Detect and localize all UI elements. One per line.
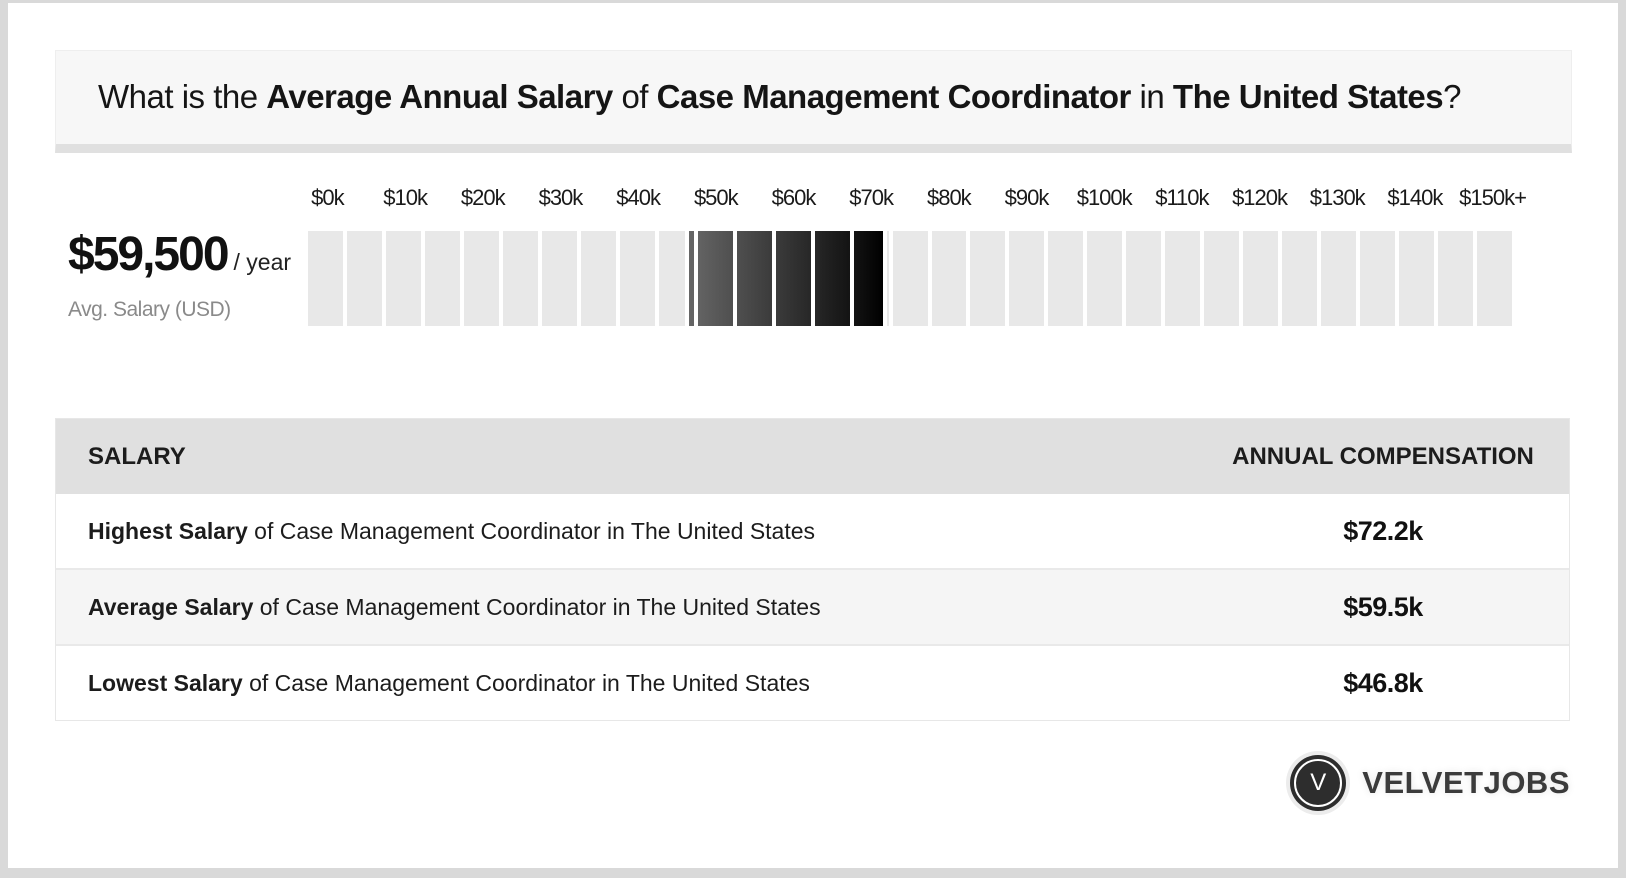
main-card: What is the Average Annual Salary of Cas… <box>8 3 1618 868</box>
axis-tick-label: $70k <box>849 185 894 210</box>
salary-table: SALARY ANNUAL COMPENSATION Highest Salar… <box>55 418 1570 721</box>
scale-segment <box>1165 231 1201 326</box>
scale-segment <box>1009 231 1045 326</box>
scale-segment <box>619 231 655 326</box>
axis-tick-label: $110k <box>1155 185 1209 210</box>
scale-segment <box>892 231 928 326</box>
scale-segment <box>1126 231 1162 326</box>
average-salary-amount-row: $59,500/ year <box>68 227 303 282</box>
scale-segment <box>1048 231 1084 326</box>
scale-segment <box>424 231 460 326</box>
axis-labels: $0k $10k $20k $30k $40k $50k $60k $70k $80k $90k $… <box>308 185 1527 215</box>
salary-scale-bar <box>308 231 1513 326</box>
scale-segment <box>1360 231 1396 326</box>
velvetjobs-logo[interactable]: V VELVETJOBS <box>1290 755 1570 811</box>
table-header-row: SALARY ANNUAL COMPENSATION <box>56 419 1569 494</box>
scale-segment <box>697 231 733 326</box>
row-value: $46.8k <box>1343 667 1423 698</box>
row-label: Lowest Salary of Case Management Coordin… <box>88 669 810 696</box>
axis-tick-label: $50k <box>693 185 739 210</box>
axis-tick-label: $130k <box>1309 185 1366 210</box>
row-label: Average Salary of Case Management Coordi… <box>88 593 821 620</box>
salary-scale-chart: $0k $10k $20k $30k $40k $50k $60k $70k $80k $90k $… <box>308 185 1527 506</box>
scale-segment-part <box>689 231 694 326</box>
column-header-annual-compensation: ANNUAL COMPENSATION <box>1232 442 1534 470</box>
question-header-card: What is the Average Annual Salary of Cas… <box>55 50 1572 153</box>
row-value: $72.2k <box>1343 515 1423 546</box>
axis-tick-label: $10k <box>383 185 428 210</box>
scale-segment <box>1399 231 1435 326</box>
axis-tick-label: $100k <box>1076 185 1133 210</box>
brand-name: VELVETJOBS <box>1362 765 1570 800</box>
scale-segment-part <box>658 231 686 326</box>
scale-segment <box>1438 231 1474 326</box>
scale-segment <box>1204 231 1240 326</box>
scale-segment <box>1087 231 1123 326</box>
table-row: Average Salary of Case Management Coordi… <box>56 568 1569 644</box>
axis-tick-label: $0k <box>311 185 344 210</box>
scale-segment <box>463 231 499 326</box>
scale-segment <box>346 231 382 326</box>
axis-tick-label: $120k <box>1232 185 1288 210</box>
scale-segment <box>775 231 811 326</box>
scale-segment-part <box>853 231 883 326</box>
scale-segment <box>1243 231 1279 326</box>
row-value: $59.5k <box>1343 591 1423 622</box>
scale-segment <box>970 231 1006 326</box>
table-row: Highest Salary of Case Management Coordi… <box>56 494 1569 568</box>
scale-segment <box>931 231 967 326</box>
axis-tick-label: $20k <box>460 185 506 210</box>
logo-letter: V <box>1310 769 1327 796</box>
row-label: Highest Salary of Case Management Coordi… <box>88 517 816 544</box>
scale-segment <box>308 231 343 326</box>
scale-segment <box>580 231 616 326</box>
velvetjobs-logo-icon: V <box>1290 755 1347 811</box>
scale-segment <box>736 231 772 326</box>
scale-segment <box>814 231 850 326</box>
column-header-salary: SALARY <box>88 442 186 470</box>
axis-tick-label: $90k <box>1004 185 1050 210</box>
table-row: Lowest Salary of Case Management Coordin… <box>56 644 1569 720</box>
axis-tick-label: $140k <box>1387 185 1443 210</box>
page-title: What is the Average Annual Salary of Cas… <box>98 78 1461 115</box>
axis-tick-label: $150k+ <box>1459 185 1527 210</box>
axis-tick-label: $60k <box>771 185 817 210</box>
scale-segment <box>1477 231 1513 326</box>
average-salary-amount: $59,500 <box>68 228 230 281</box>
scale-segment <box>1321 231 1357 326</box>
scale-segment-part <box>886 231 889 326</box>
scale-segment <box>385 231 421 326</box>
average-salary-caption: Avg. Salary (USD) <box>68 298 231 321</box>
axis-tick-label: $80k <box>926 185 972 210</box>
scale-segment <box>502 231 538 326</box>
scale-segment <box>658 231 694 326</box>
average-salary-period: / year <box>233 249 292 275</box>
scale-segment <box>541 231 577 326</box>
axis-tick-label: $30k <box>538 185 584 210</box>
scale-segment <box>1282 231 1318 326</box>
average-salary-stat: $59,500/ year Avg. Salary (USD) <box>68 227 303 322</box>
axis-tick-label: $40k <box>616 185 661 210</box>
scale-segment <box>853 231 889 326</box>
